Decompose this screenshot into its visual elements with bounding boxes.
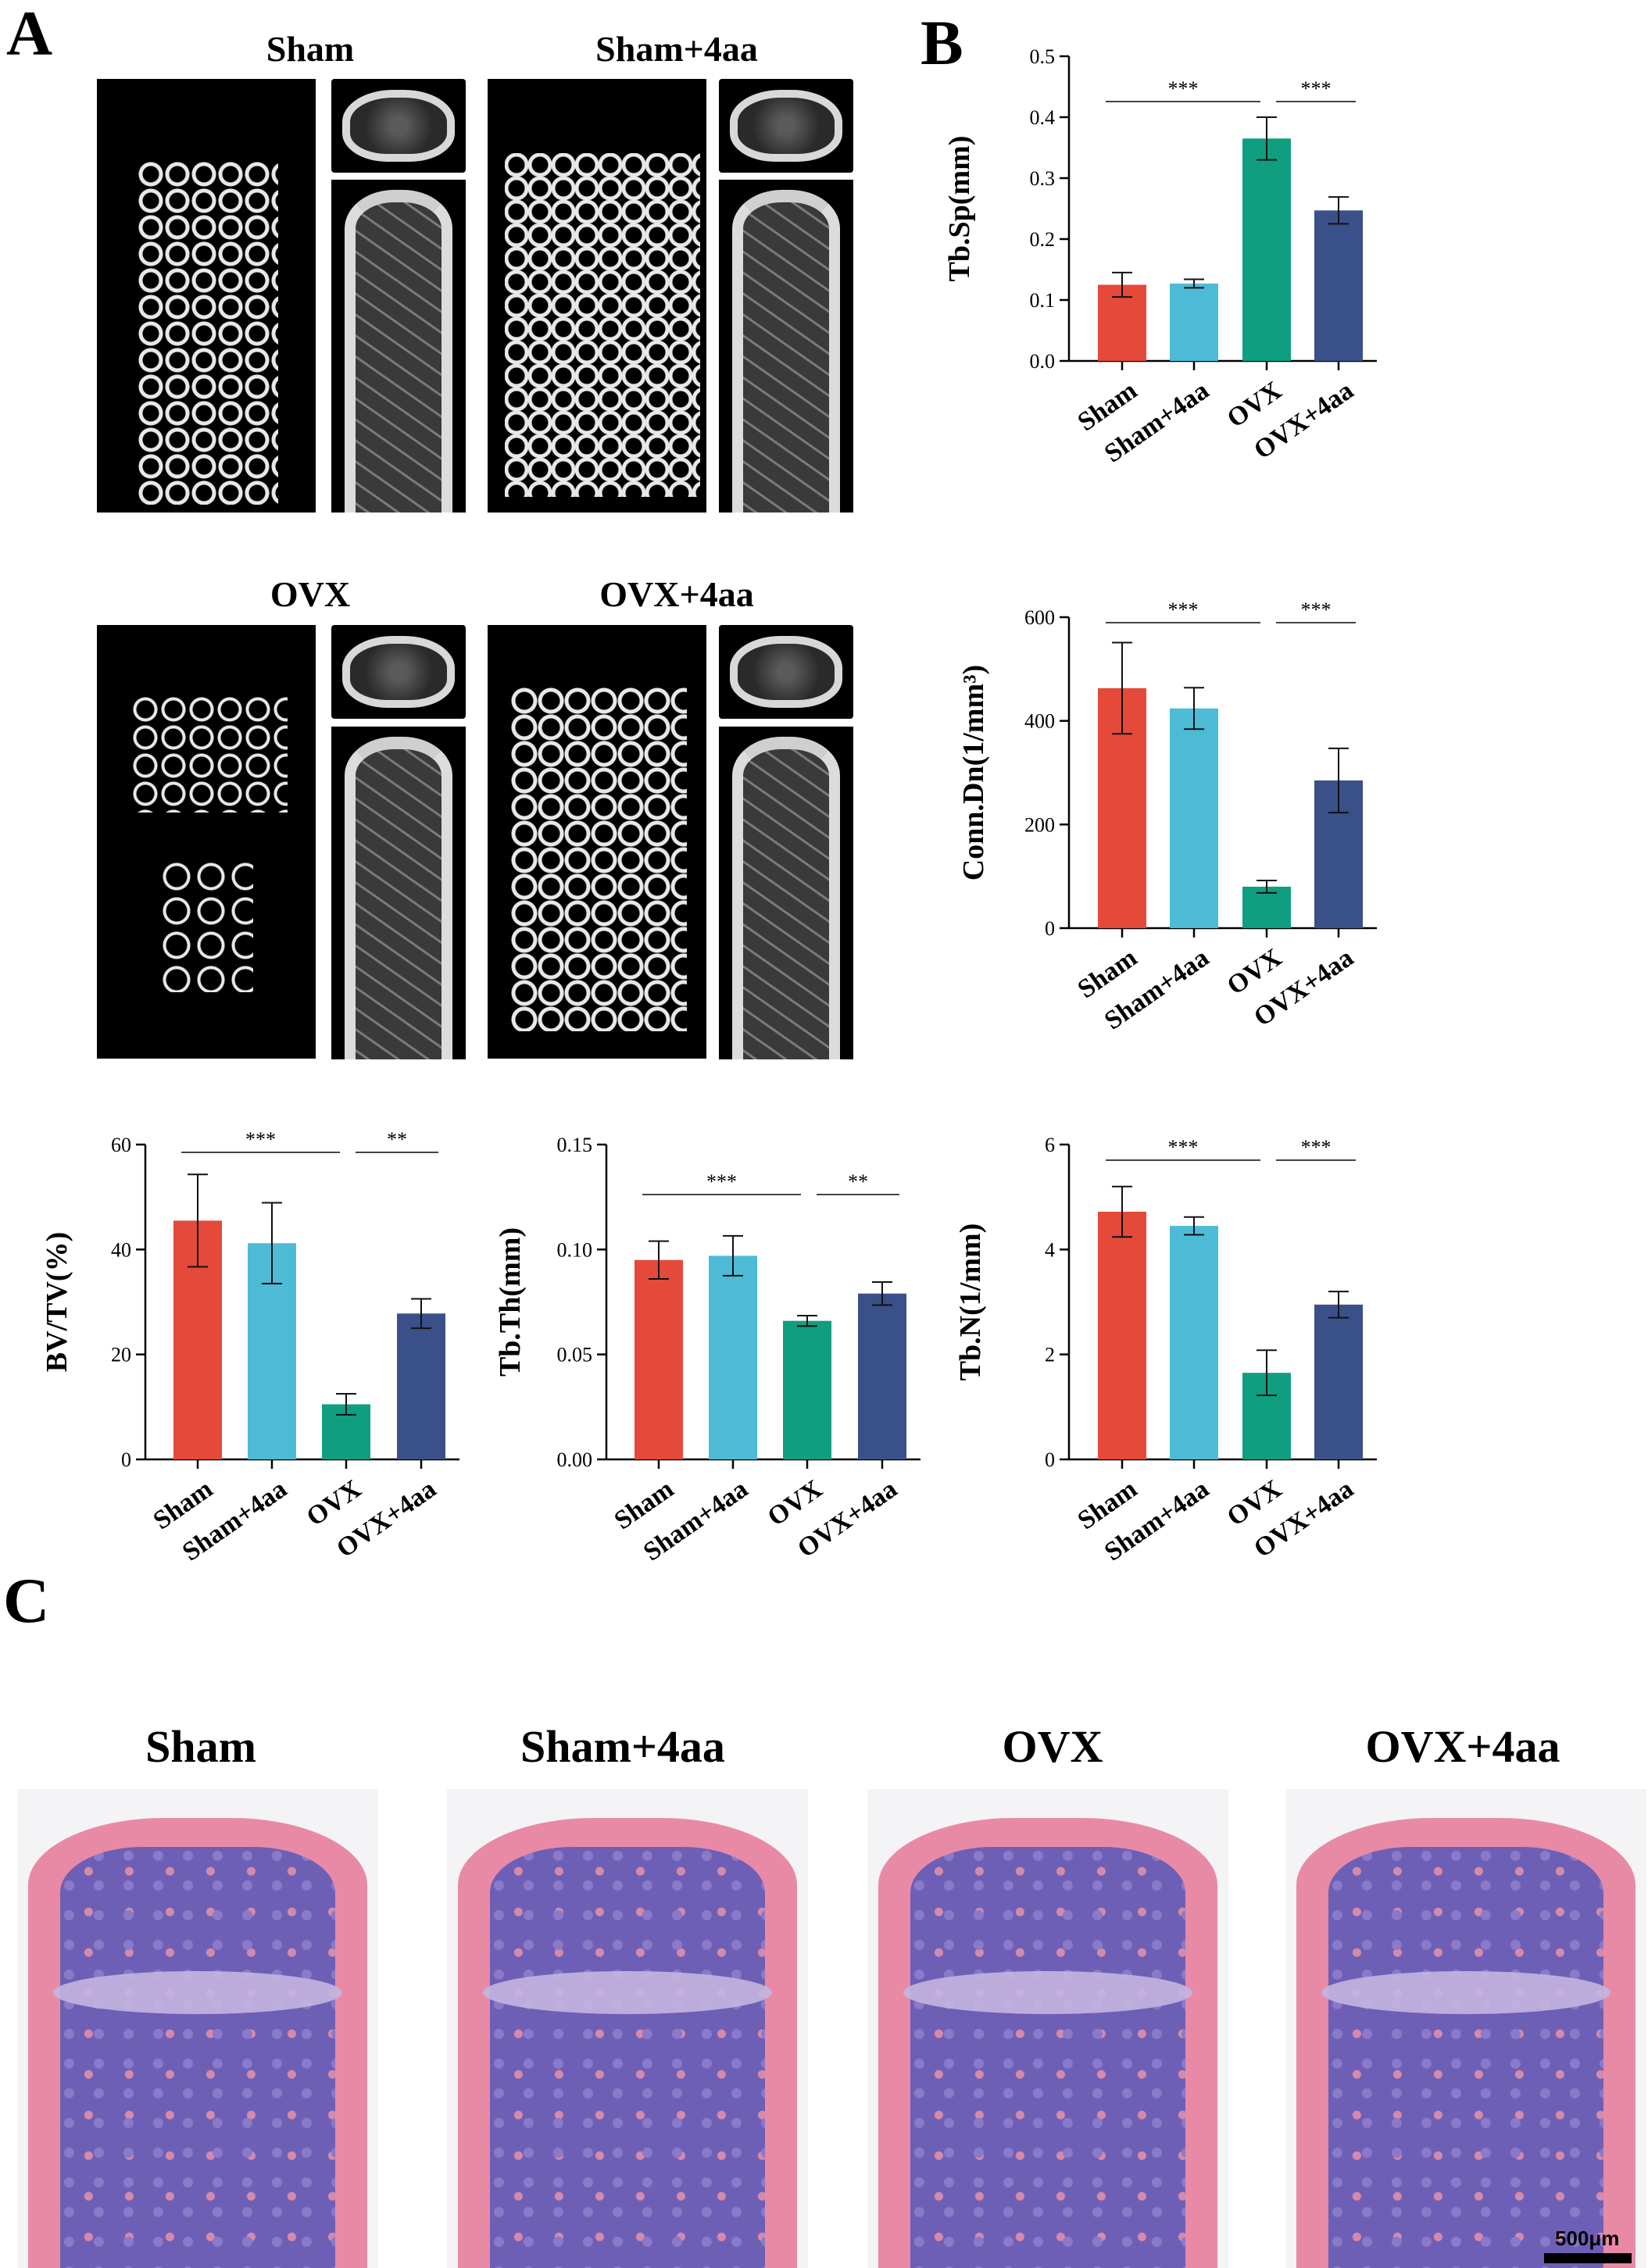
he-title-ovx: OVX [1002,1721,1103,1772]
bar-ovx-4aa [1314,210,1363,361]
y-tick-label: 0.05 [557,1344,593,1366]
y-axis-label: Tb.Th(mm) [494,1227,527,1377]
ct-cross-section [331,625,466,719]
y-tick-label: 20 [111,1344,131,1366]
y-tick-label: 0 [1045,917,1055,940]
bar-sham-4aa [1170,708,1218,928]
ct-cross-section [719,79,853,173]
ct-3d-reconstruction [488,625,706,1059]
y-tick-label: 0 [121,1448,131,1471]
y-tick-label: 40 [111,1238,131,1261]
ct-longitudinal-section [331,727,466,1059]
bar-ovx-4aa [397,1313,445,1459]
y-tick-label: 2 [1045,1344,1055,1366]
y-tick-label: 0.0 [1030,350,1056,373]
ct-longitudinal-section [331,180,466,513]
ct-3d-reconstruction [97,79,316,513]
scale-bar [1544,2253,1632,2263]
ct-cross-section [719,625,853,719]
y-tick-label: 0.3 [1030,167,1056,190]
significance-label: *** [1301,1136,1332,1159]
ct-cross-section [331,79,466,173]
significance-label: *** [245,1128,276,1151]
y-axis-label: Tb.Sp(mm) [943,136,976,282]
y-axis-label: BV/TV(%) [41,1232,73,1372]
y-tick-label: 0.1 [1030,289,1056,312]
ct-3d-reconstruction [488,79,706,513]
y-tick-label: 4 [1045,1238,1055,1261]
ct-title-ovx-4aa: OVX+4aa [599,574,754,614]
y-tick-label: 0.4 [1030,106,1056,129]
y-tick-label: 600 [1024,606,1055,629]
y-tick-label: 200 [1024,813,1055,836]
he-image-sham-4aa [447,1789,808,2268]
y-tick-label: 400 [1024,710,1055,733]
bar-sham-4aa [709,1255,757,1459]
he-title-sham-4aa: Sham+4aa [520,1721,725,1772]
ct-3d-reconstruction [97,625,316,1059]
bar-sham-4aa [1170,283,1218,361]
he-image-ovx [867,1789,1228,2268]
ct-longitudinal-section [719,180,853,513]
significance-label: ** [387,1128,407,1151]
bar-sham [635,1259,683,1459]
y-tick-label: 60 [111,1134,131,1156]
y-axis-label: Tb.N(1/mm) [954,1223,987,1381]
significance-label: *** [706,1170,737,1193]
scale-bar-label: 500μm [1555,2227,1620,2250]
significance-label: *** [1168,598,1199,621]
he-image-sham [17,1789,378,2268]
significance-label: *** [1168,1136,1199,1159]
ct-longitudinal-section [719,727,853,1059]
bar-sham-4aa [1170,1226,1218,1459]
y-tick-label: 0.5 [1030,45,1056,68]
he-image-ovx-4aa [1285,1789,1646,2268]
y-tick-label: 0.15 [557,1134,593,1156]
significance-label: ** [848,1170,868,1193]
bar-sham [1098,1211,1146,1459]
significance-label: *** [1301,77,1332,100]
y-tick-label: 0.2 [1030,228,1056,251]
y-axis-label: Conn.Dn(1/mm³) [957,665,990,880]
ct-title-sham: Sham [266,29,355,69]
significance-label: *** [1301,598,1332,621]
panel-label-b: B [921,7,963,78]
panel-label-a: A [6,0,53,69]
bar-ovx-4aa [858,1293,906,1459]
y-tick-label: 0 [1045,1448,1055,1471]
ct-title-sham-4aa: Sham+4aa [595,29,758,69]
he-title-ovx-4aa: OVX+4aa [1365,1721,1560,1772]
y-tick-label: 0.10 [557,1238,593,1261]
bar-ovx [1242,138,1291,362]
bar-ovx [783,1320,831,1459]
ct-title-ovx: OVX [270,574,351,614]
y-tick-label: 6 [1045,1134,1055,1156]
bar-ovx-4aa [1314,1304,1363,1459]
y-tick-label: 0.00 [557,1448,593,1471]
panel-label-c: C [3,1565,50,1636]
he-title-sham: Sham [145,1721,256,1772]
significance-label: *** [1168,77,1199,100]
